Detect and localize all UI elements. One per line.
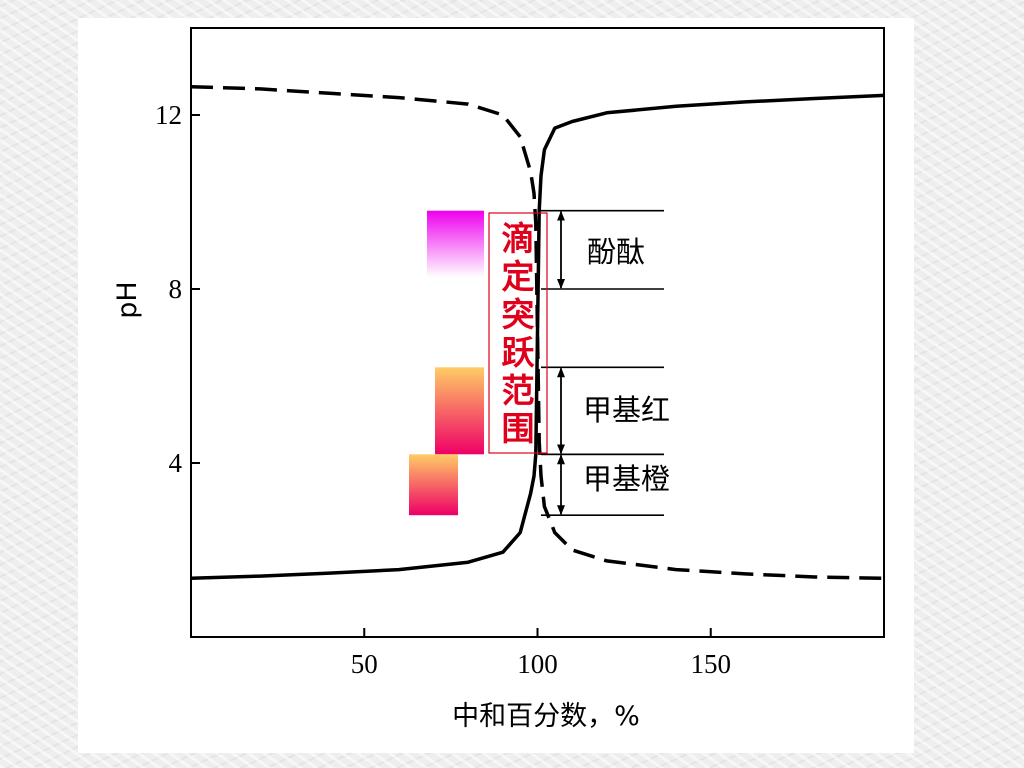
indicator-label-methyl-orange: 甲基橙 (583, 462, 670, 496)
titration-curve-solid (190, 93, 885, 581)
x-tick-label: 50 (351, 649, 378, 679)
indicator-label-methyl-red: 甲基红 (583, 393, 670, 427)
jump-range-char: 突 (502, 295, 535, 334)
titration-curve-dashed (190, 84, 885, 581)
indicator-label-phenolphthalein: 酚酞 (587, 235, 645, 269)
titration-chart: 50 100 150 4 8 12 滴 定 突 跃 范 围 酚酞 甲基红 甲基橙 pH 中… (112, 27, 885, 732)
x-tick-label: 150 (691, 649, 732, 679)
jump-range-box (488, 212, 548, 454)
jump-range-char: 定 (502, 257, 535, 296)
slide: 50 100 150 4 8 12 滴 定 突 跃 范 围 酚酞 甲基红 甲基橙 pH 中… (78, 18, 914, 753)
indicator-color-box (409, 454, 458, 516)
y-tick-label: 12 (155, 100, 182, 130)
jump-range-char: 跃 (502, 333, 536, 372)
jump-range-char: 范 (502, 371, 535, 410)
indicator-color-box (435, 367, 484, 455)
y-axis-title: pH (112, 281, 143, 318)
y-tick-label: 8 (169, 274, 183, 304)
indicator-color-box (427, 210, 484, 289)
y-tick-label: 4 (169, 448, 183, 478)
x-axis-title: 中和百分数，% (452, 701, 640, 732)
x-tick-label: 100 (517, 649, 558, 679)
jump-range-char: 滴 (502, 219, 535, 258)
jump-range-char: 围 (502, 409, 535, 448)
